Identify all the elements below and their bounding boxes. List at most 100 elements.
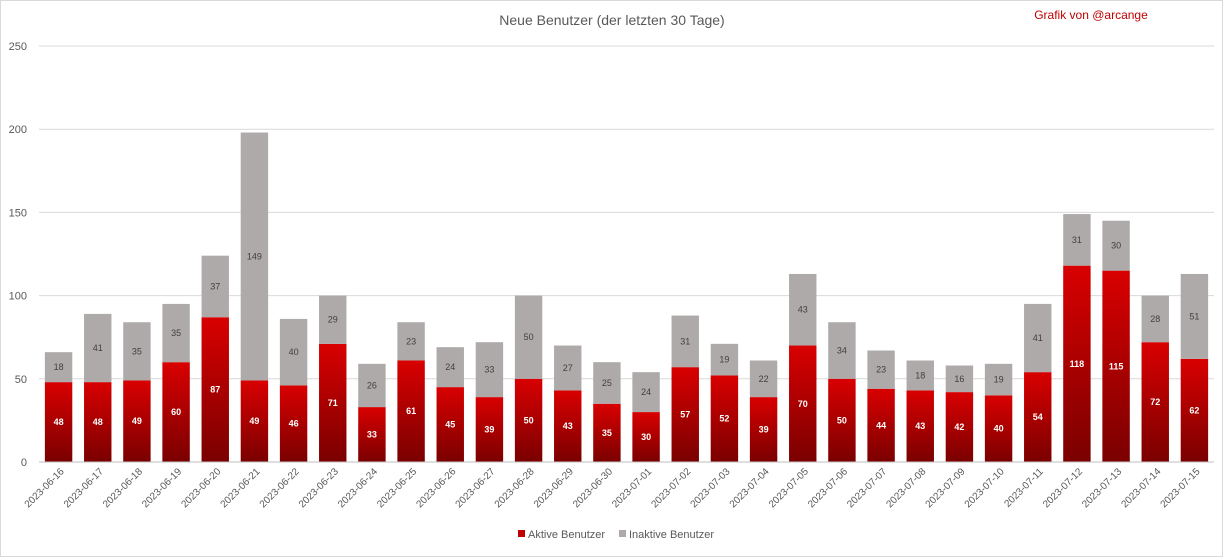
bar-active bbox=[632, 412, 660, 462]
data-label-inactive: 33 bbox=[484, 365, 494, 375]
x-tick-label: 2023-07-13 bbox=[1080, 466, 1124, 510]
data-label-inactive: 40 bbox=[289, 347, 299, 357]
bar-active bbox=[84, 382, 112, 462]
data-label-inactive: 19 bbox=[719, 355, 729, 365]
y-tick-label: 200 bbox=[9, 124, 27, 136]
data-label-active: 33 bbox=[367, 430, 377, 440]
data-label-inactive: 51 bbox=[1189, 311, 1199, 321]
bar-inactive bbox=[828, 322, 856, 379]
bar-inactive bbox=[201, 255, 229, 318]
data-label-active: 44 bbox=[876, 420, 886, 430]
bar-inactive bbox=[44, 352, 73, 383]
bar-inactive bbox=[945, 365, 974, 393]
x-tick-label: 2023-07-15 bbox=[1159, 466, 1203, 510]
bar-inactive bbox=[554, 345, 582, 391]
data-label-inactive: 18 bbox=[915, 370, 925, 380]
data-label-inactive: 43 bbox=[798, 305, 808, 315]
bar-inactive bbox=[397, 322, 425, 361]
data-label-active: 71 bbox=[328, 398, 338, 408]
data-label-active: 40 bbox=[994, 424, 1004, 434]
data-label-inactive: 35 bbox=[171, 328, 181, 338]
chart-title: Neue Benutzer (der letzten 30 Tage) bbox=[499, 12, 724, 28]
x-tick-label: 2023-07-06 bbox=[806, 466, 850, 510]
bar-inactive bbox=[279, 318, 308, 386]
data-label-inactive: 34 bbox=[837, 346, 847, 356]
x-tick-label: 2023-06-24 bbox=[336, 466, 380, 510]
bar-active bbox=[201, 317, 229, 462]
bar-inactive bbox=[1024, 303, 1052, 373]
bar-active bbox=[1024, 372, 1052, 462]
x-tick-label: 2023-06-17 bbox=[62, 466, 106, 510]
bar-inactive bbox=[906, 360, 934, 391]
data-label-active: 39 bbox=[759, 425, 769, 435]
y-tick-label: 100 bbox=[9, 291, 27, 303]
x-tick-label: 2023-06-21 bbox=[219, 466, 263, 510]
bar-inactive bbox=[84, 313, 112, 383]
data-label-active: 39 bbox=[484, 425, 494, 435]
y-tick-label: 150 bbox=[9, 207, 27, 219]
bar-inactive bbox=[593, 362, 621, 404]
data-label-inactive: 149 bbox=[247, 251, 262, 261]
data-label-inactive: 23 bbox=[876, 365, 886, 375]
bar-active bbox=[867, 388, 895, 462]
bar-inactive bbox=[319, 295, 347, 344]
data-label-inactive: 24 bbox=[445, 362, 455, 372]
data-label-active: 46 bbox=[289, 419, 299, 429]
data-label-inactive: 24 bbox=[641, 387, 651, 397]
x-tick-label: 2023-07-05 bbox=[767, 466, 811, 510]
bar-inactive bbox=[867, 350, 895, 389]
y-tick-label: 250 bbox=[9, 41, 27, 53]
x-tick-label: 2023-06-26 bbox=[414, 466, 458, 510]
data-label-active: 52 bbox=[719, 414, 729, 424]
bar-active bbox=[1102, 270, 1130, 462]
legend-label: Inaktive Benutzer bbox=[629, 529, 714, 541]
data-label-active: 50 bbox=[837, 415, 847, 425]
data-label-active: 49 bbox=[132, 416, 142, 426]
data-label-inactive: 23 bbox=[406, 336, 416, 346]
x-tick-label: 2023-06-18 bbox=[101, 466, 145, 510]
x-tick-label: 2023-07-12 bbox=[1041, 466, 1085, 510]
chart-credit: Grafik von @arcange bbox=[1034, 8, 1148, 22]
bar-active bbox=[828, 378, 856, 462]
legend-label: Aktive Benutzer bbox=[528, 529, 605, 541]
legend-swatch bbox=[619, 530, 626, 537]
grid: 0 50 100 150 200 250 bbox=[9, 41, 1214, 469]
bar-active bbox=[906, 390, 934, 462]
x-tick-label: 2023-07-11 bbox=[1002, 466, 1046, 510]
x-tick-label: 2023-06-30 bbox=[571, 466, 615, 510]
data-label-active: 62 bbox=[1189, 405, 1199, 415]
data-label-inactive: 26 bbox=[367, 380, 377, 390]
bar-inactive bbox=[671, 315, 699, 368]
bar-inactive bbox=[1063, 214, 1091, 266]
x-tick-label: 2023-07-04 bbox=[728, 466, 772, 510]
data-label-active: 70 bbox=[798, 399, 808, 409]
bar-active bbox=[514, 378, 543, 462]
bar-inactive bbox=[240, 132, 269, 381]
bar-inactive bbox=[1102, 220, 1130, 271]
bar-inactive bbox=[710, 343, 739, 376]
bar-inactive bbox=[436, 347, 464, 388]
bars bbox=[44, 132, 1209, 462]
bar-active bbox=[1063, 265, 1091, 462]
data-label-inactive: 27 bbox=[563, 363, 573, 373]
data-label-active: 35 bbox=[602, 428, 612, 438]
x-tick-label: 2023-06-19 bbox=[140, 466, 184, 510]
bar-active bbox=[436, 387, 464, 462]
bar-inactive bbox=[475, 342, 504, 398]
y-tick-label: 50 bbox=[15, 374, 27, 386]
data-label-active: 50 bbox=[524, 415, 534, 425]
data-labels: 48 18 48 41 49 35 60 35 87 37 49 149 46 40 71 29 33 26 61 2… bbox=[54, 235, 1200, 442]
data-label-active: 48 bbox=[93, 417, 103, 427]
data-label-inactive: 41 bbox=[1033, 333, 1043, 343]
y-tick-label: 0 bbox=[21, 457, 27, 469]
bar-inactive bbox=[358, 363, 386, 408]
bar-inactive bbox=[984, 363, 1013, 396]
x-tick-label: 2023-07-03 bbox=[689, 466, 733, 510]
bar-active bbox=[671, 367, 699, 462]
data-label-active: 43 bbox=[915, 421, 925, 431]
bar-active bbox=[1141, 342, 1169, 462]
data-label-inactive: 35 bbox=[132, 346, 142, 356]
bar-active bbox=[123, 380, 151, 462]
